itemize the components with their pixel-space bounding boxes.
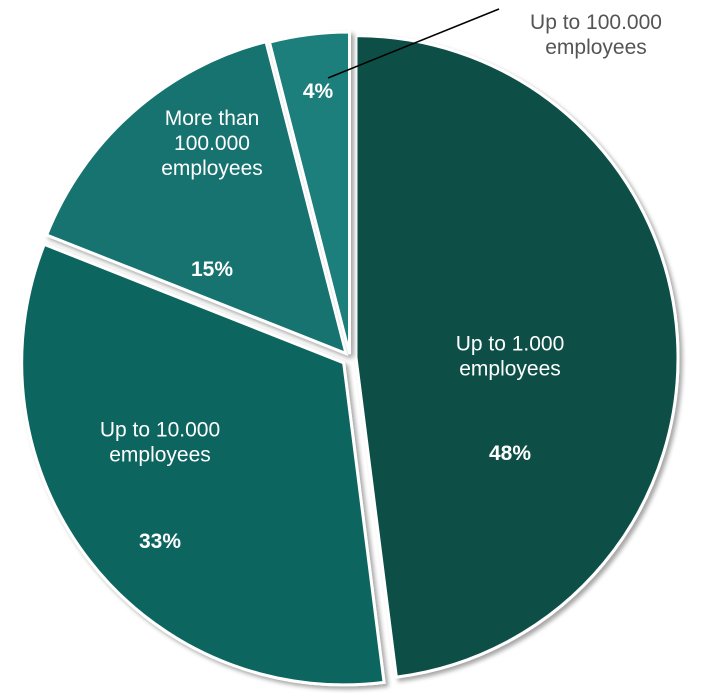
slice-value-up-to-100-000-employees: 4%	[303, 80, 334, 103]
slice-value-up-to-10-000-employees: 33%	[139, 530, 181, 553]
slice-value-up-to-1-000-employees: 48%	[489, 442, 531, 465]
pie-slice-up-to-1-000-employees	[356, 36, 678, 677]
slice-label-more-than-100-000-employees: More than 100.000 employees	[161, 107, 263, 180]
slice-label-up-to-100-000-employees: Up to 100.000 employees	[530, 11, 662, 59]
slices-layer	[22, 32, 678, 685]
slice-value-more-than-100-000-employees: 15%	[191, 258, 233, 281]
